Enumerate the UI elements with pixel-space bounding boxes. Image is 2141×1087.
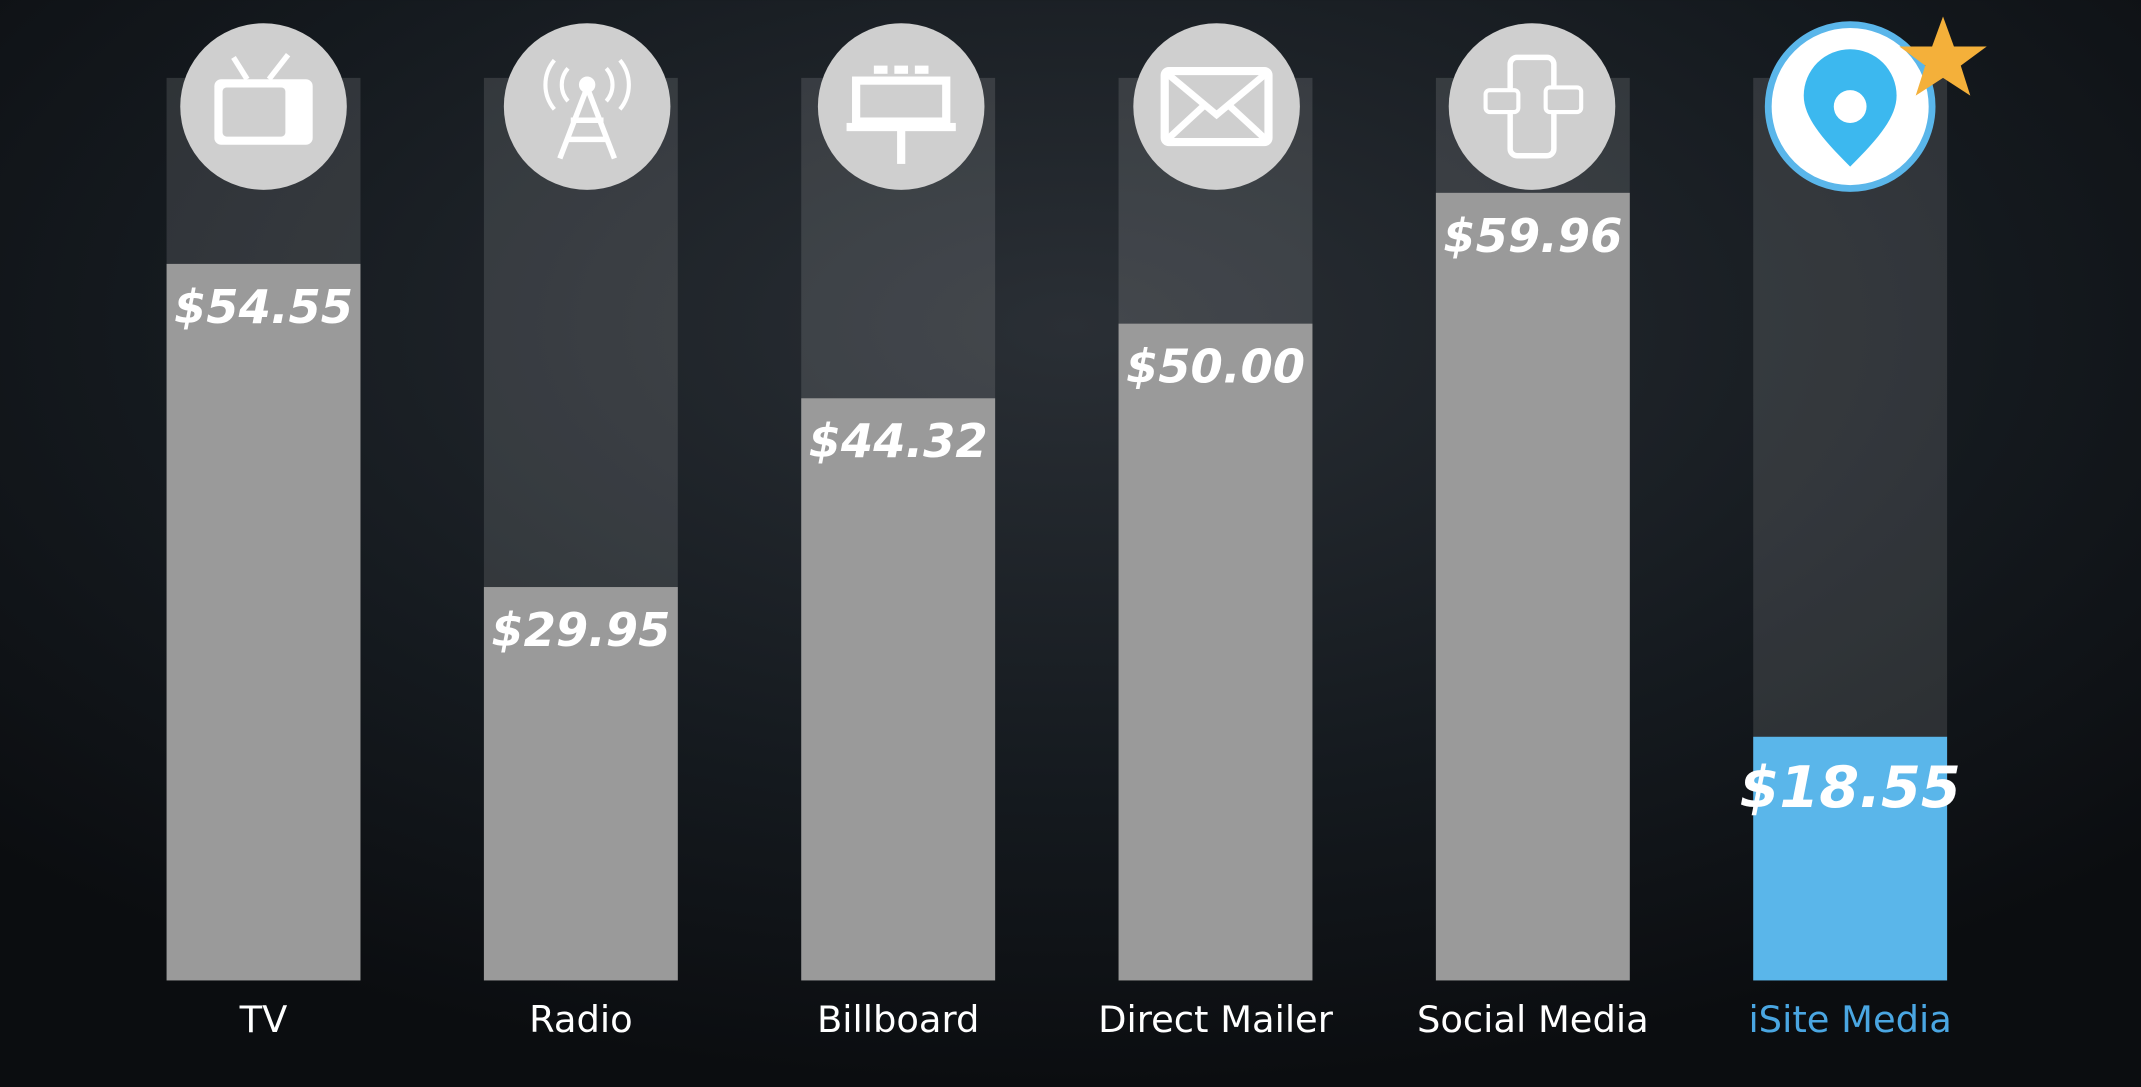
value-label: $54.55: [174, 280, 353, 334]
billboard-icon: [817, 23, 985, 190]
bar: [483, 587, 678, 981]
category-label: TV: [239, 998, 288, 1041]
value-label: $44.32: [809, 414, 988, 468]
social-icon: [1448, 23, 1616, 190]
category-label: iSite Media: [1748, 998, 1951, 1041]
radio-icon: [503, 23, 671, 190]
category-label: Billboard: [817, 998, 979, 1041]
icons: [180, 16, 1987, 192]
bar: [1753, 736, 1948, 981]
bar: [801, 398, 996, 981]
isite-icon: [1764, 16, 1987, 192]
value-label: $59.96: [1443, 209, 1622, 263]
value-label: $50.00: [1126, 340, 1305, 394]
bars: $54.55 TV $29.95 Radio $44.32 Billboard $50.00…: [166, 192, 1961, 1041]
category-label: Social Media: [1417, 998, 1649, 1041]
category-label: Direct Mailer: [1098, 998, 1334, 1041]
mail-icon: [1133, 23, 1300, 190]
bar: [1435, 192, 1630, 981]
category-label: Radio: [529, 998, 633, 1041]
value-label: $29.95: [491, 603, 670, 657]
tv-icon: [180, 23, 347, 190]
bar: [1118, 323, 1313, 981]
value-label: $18.55: [1740, 754, 1961, 821]
bar: [166, 263, 361, 981]
